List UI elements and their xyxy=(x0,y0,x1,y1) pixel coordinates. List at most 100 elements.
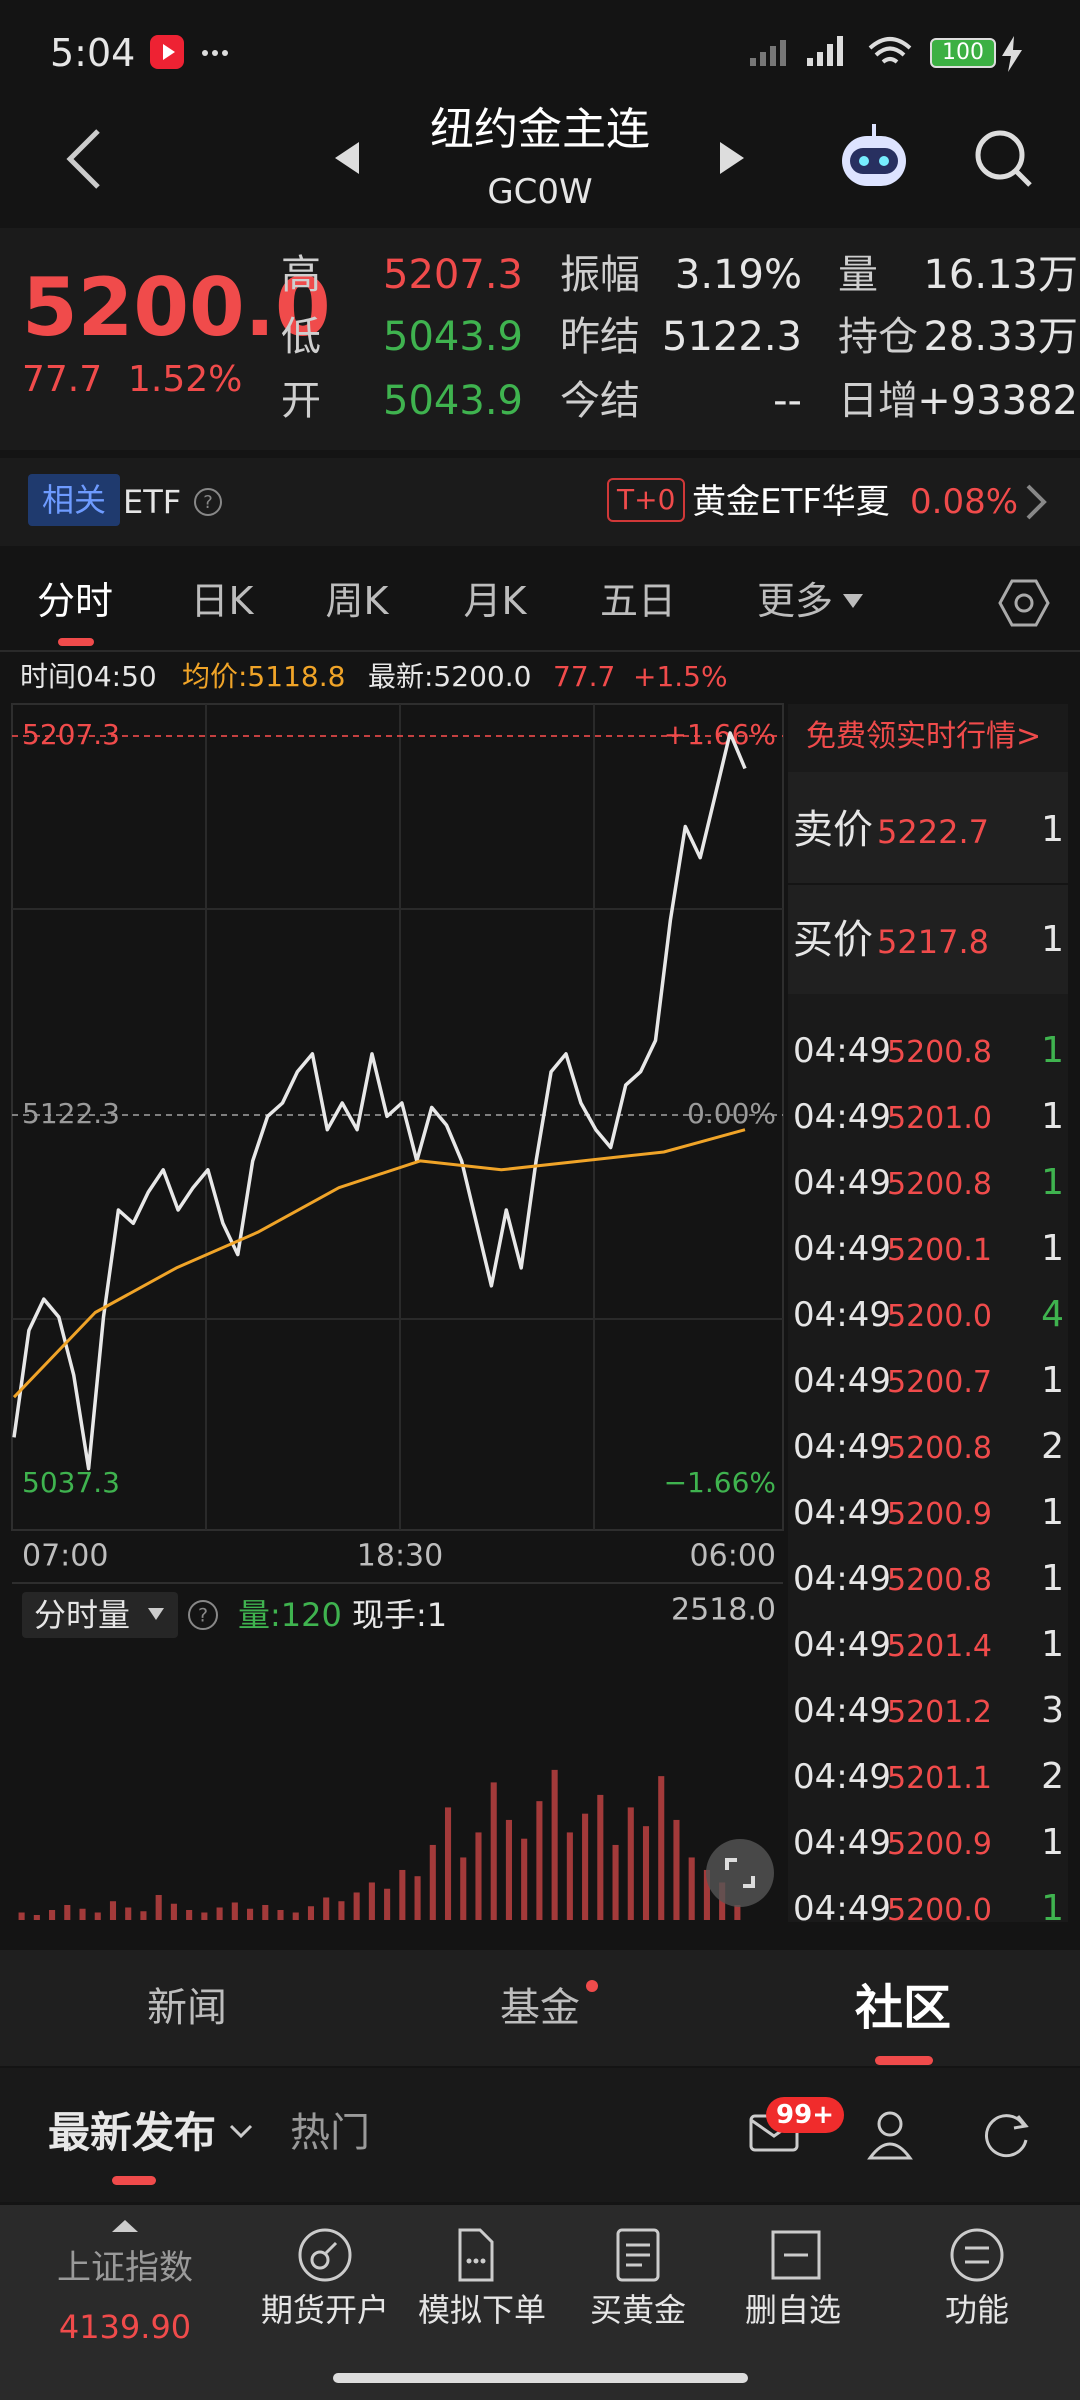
related-bar xyxy=(0,458,1080,546)
y-tick-label: 5122.3 xyxy=(22,1097,120,1130)
volume-bar xyxy=(673,1819,680,1920)
volume-bar xyxy=(536,1801,543,1920)
trade-qty: 1 xyxy=(1041,1228,1064,1269)
profile-button[interactable] xyxy=(862,2106,918,2162)
trade-price: 5200.9 xyxy=(887,1827,992,1862)
volume-bar xyxy=(399,1869,406,1920)
volume-bar xyxy=(582,1813,589,1920)
latest-change: 77.7 xyxy=(553,660,616,693)
volume-bar xyxy=(642,1826,650,1920)
chart-tab[interactable]: 分时 xyxy=(36,579,114,623)
nav-item[interactable]: 买黄金 xyxy=(589,2291,687,2329)
fullscreen-button[interactable] xyxy=(705,1838,775,1908)
volume-bar xyxy=(338,1901,345,1920)
nav-item[interactable]: 功能 xyxy=(944,2291,1010,2329)
volume-bar xyxy=(33,1914,40,1920)
promo-link[interactable]: 免费领实时行情> xyxy=(806,719,1042,754)
refresh-button[interactable] xyxy=(978,2106,1034,2162)
fund-name[interactable]: 黄金ETF华夏 xyxy=(692,482,890,522)
status-icons xyxy=(150,35,228,69)
avg-line xyxy=(12,1128,746,1399)
volume-bar xyxy=(353,1892,360,1920)
trade-time: 04:49 xyxy=(793,1625,891,1665)
help-icon[interactable]: ? xyxy=(186,1598,220,1632)
trade-qty: 1 xyxy=(1041,1492,1064,1533)
prev-button[interactable] xyxy=(333,140,361,176)
chevron[interactable] xyxy=(1022,482,1050,522)
volume-selector[interactable] xyxy=(22,1592,178,1638)
content-tab[interactable]: 新闻 xyxy=(147,1985,227,2031)
volume-qty: 量:120 xyxy=(238,1596,342,1634)
latest-price: 最新:5200.0 xyxy=(368,660,532,693)
volume-bar xyxy=(49,1909,56,1920)
t0-badge: T+0 xyxy=(607,478,686,522)
price-change-pct: 1.52% xyxy=(128,359,243,400)
volume-bar xyxy=(627,1807,634,1920)
stat-value: 16.13万 xyxy=(923,252,1078,298)
settings-button[interactable] xyxy=(997,576,1051,630)
volume-bar xyxy=(414,1876,421,1920)
assistant-button[interactable] xyxy=(838,120,910,192)
index-name[interactable]: 上证指数 xyxy=(57,2248,193,2288)
trade-qty: 2 xyxy=(1041,1756,1064,1797)
battery: 100 xyxy=(930,38,996,68)
nav-item[interactable]: 期货开户 xyxy=(260,2291,390,2329)
trade-price: 5201.1 xyxy=(887,1761,992,1796)
volume-bar xyxy=(262,1904,269,1920)
plot-frame xyxy=(11,703,784,1531)
content-tabs xyxy=(0,1950,1080,2066)
svg-text:?: ? xyxy=(203,492,213,513)
chart-tab[interactable]: 五日 xyxy=(599,579,677,623)
stat-label: 开 xyxy=(281,378,321,424)
stat-value: 5043.9 xyxy=(383,314,523,360)
volume-bar xyxy=(277,1909,284,1920)
help-icon[interactable]: ? xyxy=(192,486,224,518)
related-name[interactable]: ETF xyxy=(123,483,182,521)
stat-value: 5122.3 xyxy=(662,314,802,360)
chart-tab[interactable]: 周K xyxy=(325,579,389,623)
trade-price: 5201.4 xyxy=(887,1629,992,1664)
y-tick-label: 5037.3 xyxy=(22,1466,120,1499)
chart-tab[interactable]: 月K xyxy=(463,579,527,623)
volume-bar xyxy=(429,1844,436,1920)
ask-label: 卖价 xyxy=(793,807,873,853)
dropdown-icon xyxy=(229,2124,253,2139)
chart-tab[interactable]: 日K xyxy=(190,579,254,623)
volume-hand: 现手:1 xyxy=(352,1596,448,1634)
trade-price: 5200.0 xyxy=(887,1299,992,1334)
volume-bar xyxy=(521,1838,528,1920)
volume-bar xyxy=(231,1902,238,1920)
nav-item[interactable]: 删自选 xyxy=(744,2291,842,2329)
charging-icon xyxy=(1002,36,1022,72)
nav-item[interactable]: 模拟下单 xyxy=(417,2291,547,2329)
chart-tab[interactable]: 更多 xyxy=(756,579,834,623)
nav-icons xyxy=(298,2228,1004,2282)
trade-qty: 1 xyxy=(1041,1558,1064,1599)
back-button[interactable] xyxy=(60,125,110,195)
stat-value: -- xyxy=(773,378,802,424)
y-tick-label: 2518.0 xyxy=(671,1593,776,1628)
feed-hot[interactable]: 热门 xyxy=(290,2110,370,2156)
trade-time: 04:49 xyxy=(793,1361,891,1401)
trade-qty: 1 xyxy=(1041,1162,1064,1203)
feed-latest[interactable]: 最新发布 xyxy=(48,2108,217,2157)
stat-label: 昨结 xyxy=(560,314,640,360)
trade-price: 5200.8 xyxy=(887,1563,992,1598)
divider xyxy=(788,883,1068,885)
next-button[interactable] xyxy=(718,140,746,176)
content-tab[interactable]: 社区 xyxy=(854,1980,952,2036)
trade-time: 04:49 xyxy=(793,1559,891,1599)
trade-price: 5200.7 xyxy=(887,1365,992,1400)
search-button[interactable] xyxy=(970,125,1036,191)
trade-time: 04:49 xyxy=(793,1229,891,1269)
volume-bar xyxy=(18,1912,25,1920)
volume-bar xyxy=(658,1776,665,1920)
pct-label: −1.66% xyxy=(664,1466,776,1499)
svg-text:?: ? xyxy=(198,1605,208,1627)
x-tick-label: 07:00 xyxy=(22,1539,108,1574)
expand-icon xyxy=(112,2220,138,2232)
content-tab[interactable]: 基金 xyxy=(500,1985,580,2031)
volume-bar xyxy=(505,1819,512,1920)
signal-icons xyxy=(750,36,912,66)
volume-label: 分时量 xyxy=(34,1596,131,1634)
